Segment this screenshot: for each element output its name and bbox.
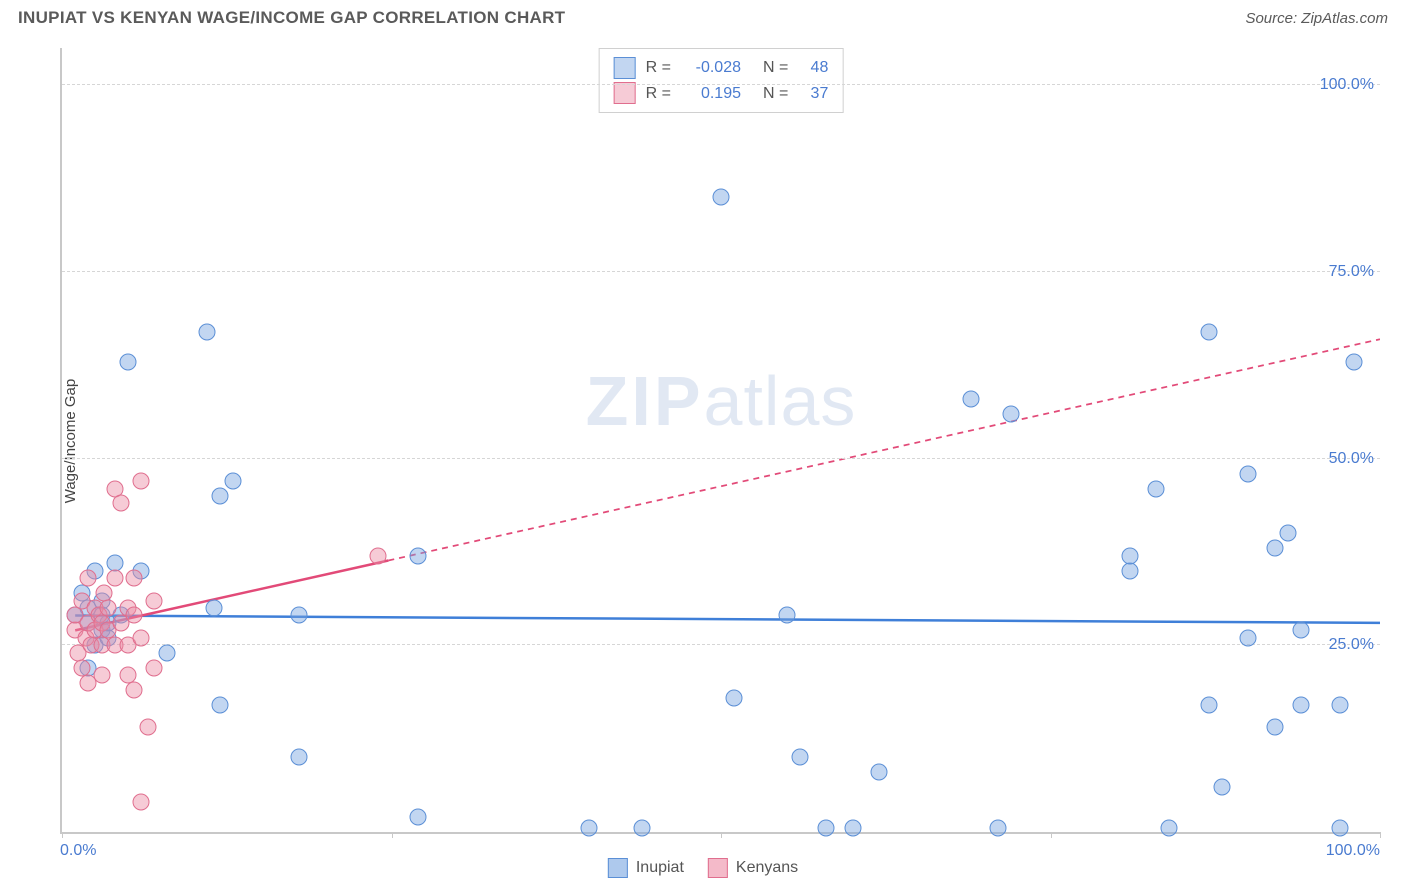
data-point: [1200, 323, 1217, 340]
data-point: [93, 667, 110, 684]
data-point: [212, 488, 229, 505]
data-point: [126, 682, 143, 699]
header: INUPIAT VS KENYAN WAGE/INCOME GAP CORREL…: [0, 0, 1406, 32]
data-point: [963, 390, 980, 407]
data-point: [119, 353, 136, 370]
x-tick-mark: [1380, 832, 1381, 838]
data-point: [409, 809, 426, 826]
legend-n-label: N =: [763, 55, 788, 81]
data-point: [1002, 405, 1019, 422]
plot-region: ZIPatlas R =-0.028N =48R =0.195N =37 25.…: [60, 48, 1380, 834]
data-point: [1121, 562, 1138, 579]
data-point: [198, 323, 215, 340]
data-point: [713, 189, 730, 206]
data-point: [126, 570, 143, 587]
x-tick-mark: [721, 832, 722, 838]
data-point: [1292, 697, 1309, 714]
data-point: [370, 547, 387, 564]
legend-n-value: 48: [798, 55, 828, 81]
legend-swatch: [614, 82, 636, 104]
data-point: [778, 607, 795, 624]
data-point: [633, 820, 650, 837]
data-point: [133, 473, 150, 490]
gridline: [62, 644, 1380, 645]
y-tick-label: 50.0%: [1329, 450, 1374, 468]
trend-lines-svg: [62, 48, 1380, 832]
data-point: [1332, 697, 1349, 714]
data-point: [1240, 629, 1257, 646]
x-tick-mark: [62, 832, 63, 838]
data-point: [100, 600, 117, 617]
series-legend-item: Inupiat: [608, 858, 684, 878]
data-point: [1147, 480, 1164, 497]
data-point: [126, 607, 143, 624]
data-point: [1292, 622, 1309, 639]
data-point: [159, 644, 176, 661]
chart-area: Wage/Income Gap ZIPatlas R =-0.028N =48R…: [18, 40, 1388, 842]
data-point: [291, 607, 308, 624]
data-point: [1279, 525, 1296, 542]
data-point: [146, 592, 163, 609]
legend-row: R = -0.028 N = 48: [614, 55, 829, 81]
legend-swatch: [608, 858, 628, 878]
chart-title: INUPIAT VS KENYAN WAGE/INCOME GAP CORREL…: [18, 8, 565, 28]
data-point: [1121, 547, 1138, 564]
legend-r-label: R =: [646, 55, 671, 81]
data-point: [113, 495, 130, 512]
legend-swatch: [708, 858, 728, 878]
data-point: [205, 600, 222, 617]
gridline: [62, 458, 1380, 459]
correlation-legend: R =-0.028N =48R =0.195N =37: [599, 48, 844, 113]
data-point: [1161, 820, 1178, 837]
y-tick-label: 100.0%: [1320, 76, 1374, 94]
series-legend: Inupiat Kenyans: [608, 858, 798, 878]
series-legend-item: Kenyans: [708, 858, 798, 878]
data-point: [133, 629, 150, 646]
data-point: [291, 749, 308, 766]
data-point: [989, 820, 1006, 837]
data-point: [818, 820, 835, 837]
watermark: ZIPatlas: [586, 361, 857, 441]
gridline: [62, 84, 1380, 85]
data-point: [146, 659, 163, 676]
data-point: [581, 820, 598, 837]
source-label: Source: ZipAtlas.com: [1245, 10, 1388, 27]
data-point: [1240, 465, 1257, 482]
data-point: [225, 473, 242, 490]
data-point: [139, 719, 156, 736]
data-point: [844, 820, 861, 837]
x-tick-label-left: 0.0%: [60, 842, 96, 860]
data-point: [1332, 820, 1349, 837]
data-point: [871, 764, 888, 781]
x-tick-mark: [392, 832, 393, 838]
data-point: [726, 689, 743, 706]
data-point: [1266, 719, 1283, 736]
data-point: [409, 547, 426, 564]
y-tick-label: 25.0%: [1329, 636, 1374, 654]
data-point: [1345, 353, 1362, 370]
data-point: [133, 794, 150, 811]
legend-label: Inupiat: [636, 859, 684, 877]
legend-swatch: [614, 57, 636, 79]
data-point: [106, 570, 123, 587]
x-tick-mark: [1051, 832, 1052, 838]
data-point: [212, 697, 229, 714]
data-point: [1266, 540, 1283, 557]
x-tick-label-right: 100.0%: [1326, 842, 1380, 860]
gridline: [62, 271, 1380, 272]
y-tick-label: 75.0%: [1329, 263, 1374, 281]
data-point: [792, 749, 809, 766]
data-point: [1213, 779, 1230, 796]
legend-r-value: -0.028: [681, 55, 741, 81]
data-point: [80, 570, 97, 587]
data-point: [1200, 697, 1217, 714]
legend-label: Kenyans: [736, 859, 798, 877]
